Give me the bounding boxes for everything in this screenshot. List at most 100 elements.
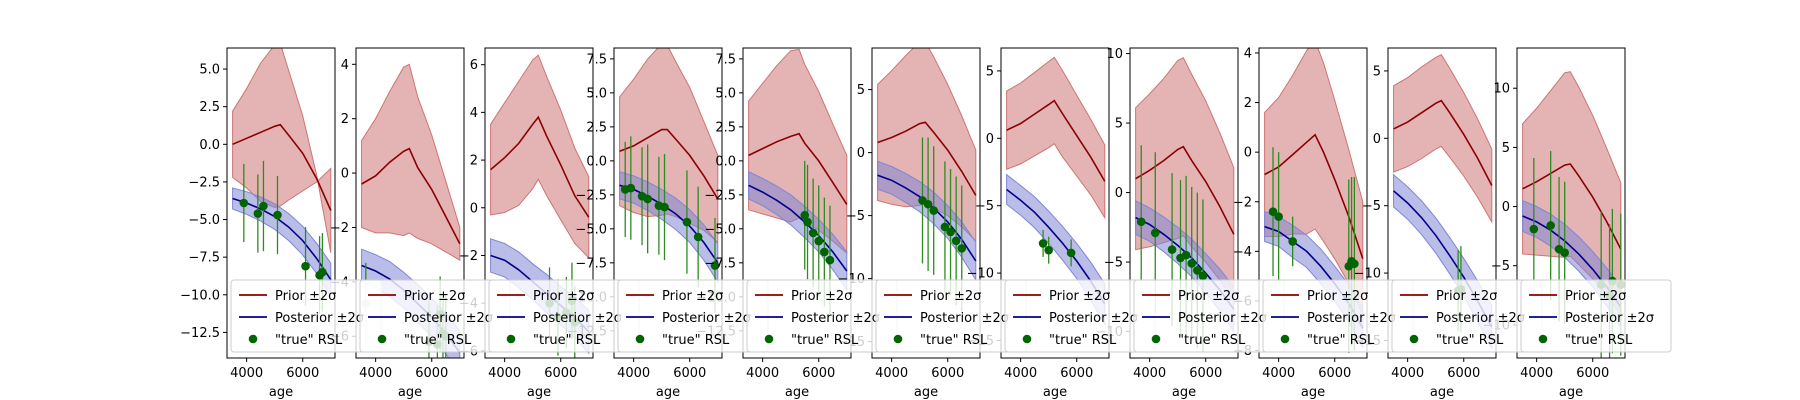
x-tick-label: 6000 bbox=[673, 366, 706, 381]
true-rsl-point bbox=[318, 267, 327, 277]
axes-frame bbox=[871, 47, 981, 359]
legend-prior-label: Prior ±2σ bbox=[662, 289, 723, 304]
x-tick-label: 6000 bbox=[415, 366, 448, 381]
legend-group: Prior ±2σ Posterior ±2σ "true" RSL Prior ±2… bbox=[230, 279, 1672, 353]
x-tick-label: 6000 bbox=[1189, 366, 1222, 381]
x-tick-label: 4000 bbox=[746, 366, 779, 381]
legend: Prior ±2σ Posterior ±2σ "true" RSL bbox=[746, 279, 898, 353]
true-rsl-point bbox=[803, 217, 812, 227]
legend-true-label: "true" RSL bbox=[533, 333, 601, 348]
prior-line bbox=[1264, 133, 1364, 260]
plot-area bbox=[232, 48, 332, 315]
legend-posterior-label: Posterior ±2σ bbox=[662, 311, 751, 326]
true-rsl-point bbox=[1193, 266, 1202, 275]
x-tick-label: 4000 bbox=[1391, 366, 1424, 381]
true-rsl-point bbox=[1274, 212, 1283, 221]
y-tick-label: 2 bbox=[1244, 96, 1252, 111]
x-tick-label: 6000 bbox=[1060, 366, 1093, 381]
prior-line bbox=[361, 147, 461, 245]
x-axis-label: age bbox=[527, 385, 551, 400]
true-rsl-point bbox=[259, 201, 268, 211]
plot-area bbox=[619, 48, 720, 314]
x-tick-label: 6000 bbox=[286, 366, 319, 381]
legend-true-swatch bbox=[1280, 334, 1290, 344]
true-rsl-point bbox=[1044, 245, 1053, 255]
legend-posterior-label: Posterior ±2σ bbox=[1049, 311, 1138, 326]
y-tick-label: 5 bbox=[857, 83, 865, 98]
prior-line bbox=[1393, 99, 1493, 186]
true-rsl-point bbox=[929, 206, 939, 215]
prior-line bbox=[877, 121, 977, 196]
true-rsl-point bbox=[1546, 221, 1555, 230]
prior-band bbox=[1006, 56, 1106, 220]
x-tick-label: 6000 bbox=[802, 366, 835, 381]
y-tick-label: −5.0 bbox=[704, 222, 736, 237]
legend-true-swatch bbox=[248, 334, 258, 344]
y-tick-label: 7.5 bbox=[715, 52, 736, 67]
y-tick-label: 5 bbox=[1115, 117, 1123, 132]
y-tick-label: 2 bbox=[341, 112, 349, 127]
y-tick-label: 0 bbox=[1502, 200, 1510, 215]
plot-area bbox=[1006, 56, 1106, 327]
y-tick-label: 10 bbox=[1106, 47, 1123, 62]
true-rsl-point bbox=[693, 232, 703, 242]
axes-frame bbox=[355, 47, 465, 359]
true-rsl-point bbox=[626, 183, 636, 193]
legend: Prior ±2σ Posterior ±2σ "true" RSL bbox=[617, 279, 769, 353]
y-tick-label: 0 bbox=[1244, 146, 1252, 161]
y-tick-label: −2 bbox=[330, 221, 349, 236]
legend-prior-label: Prior ±2σ bbox=[791, 289, 852, 304]
true-rsl-point bbox=[957, 244, 967, 253]
x-tick-label: 4000 bbox=[230, 366, 263, 381]
axes-frame bbox=[1258, 47, 1368, 359]
y-tick-label: −2 bbox=[459, 249, 478, 264]
legend-true-swatch bbox=[1409, 334, 1419, 344]
legend: Prior ±2σ Posterior ±2σ "true" RSL bbox=[230, 279, 382, 353]
true-rsl-point bbox=[820, 247, 829, 257]
legend-true-label: "true" RSL bbox=[1049, 333, 1117, 348]
prior-line bbox=[1006, 99, 1106, 182]
y-tick-label: 2.5 bbox=[199, 100, 220, 115]
y-tick-label: −5 bbox=[846, 209, 865, 224]
legend-box bbox=[1520, 279, 1672, 353]
true-rsl-point bbox=[1288, 237, 1297, 246]
y-tick-label: −4 bbox=[1233, 245, 1252, 260]
x-axis-label: age bbox=[1043, 385, 1067, 400]
y-tick-label: 5.0 bbox=[199, 63, 220, 78]
legend-true-label: "true" RSL bbox=[662, 333, 730, 348]
x-axis-label: age bbox=[1559, 385, 1583, 400]
y-tick-label: −5 bbox=[1104, 256, 1123, 271]
x-axis-label: age bbox=[914, 385, 938, 400]
y-tick-label: 0.0 bbox=[199, 138, 220, 153]
legend-posterior-label: Posterior ±2σ bbox=[1178, 311, 1267, 326]
y-tick-label: 0 bbox=[986, 132, 994, 147]
true-rsl-point bbox=[1038, 239, 1048, 248]
legend-posterior-label: Posterior ±2σ bbox=[791, 311, 880, 326]
y-tick-label: −5 bbox=[1362, 199, 1381, 214]
subplot: 5.0 2.5 0.0 −2.5 −5.0 −7.5 −10.0 −12.5 4000 6000 a… bbox=[180, 47, 336, 400]
y-tick-label: −2.5 bbox=[188, 175, 220, 190]
y-tick-label: −5.0 bbox=[188, 213, 220, 228]
x-axis-label: age bbox=[1301, 385, 1325, 400]
true-rsl-point bbox=[1268, 207, 1278, 216]
legend-true-swatch bbox=[506, 334, 516, 344]
legend-true-label: "true" RSL bbox=[1307, 333, 1375, 348]
y-tick-label: 7.5 bbox=[586, 52, 607, 67]
x-tick-label: 6000 bbox=[1576, 366, 1609, 381]
y-tick-label: 0 bbox=[341, 167, 349, 182]
true-rsl-point bbox=[682, 217, 692, 227]
y-tick-label: −12.5 bbox=[180, 326, 220, 341]
y-tick-label: −10.0 bbox=[180, 288, 220, 303]
legend-prior-label: Prior ±2σ bbox=[1436, 289, 1497, 304]
legend-true-label: "true" RSL bbox=[1436, 333, 1504, 348]
x-axis-label: age bbox=[398, 385, 422, 400]
axes-frame bbox=[1129, 47, 1239, 359]
legend-true-swatch bbox=[1022, 334, 1032, 344]
true-rsl-point bbox=[273, 210, 282, 220]
y-tick-label: 5.0 bbox=[715, 86, 736, 101]
prior-band bbox=[490, 54, 590, 260]
y-tick-label: 4 bbox=[1244, 46, 1252, 61]
true-rsl-point bbox=[643, 194, 652, 204]
legend-true-label: "true" RSL bbox=[404, 333, 472, 348]
posterior-line bbox=[1006, 188, 1106, 305]
